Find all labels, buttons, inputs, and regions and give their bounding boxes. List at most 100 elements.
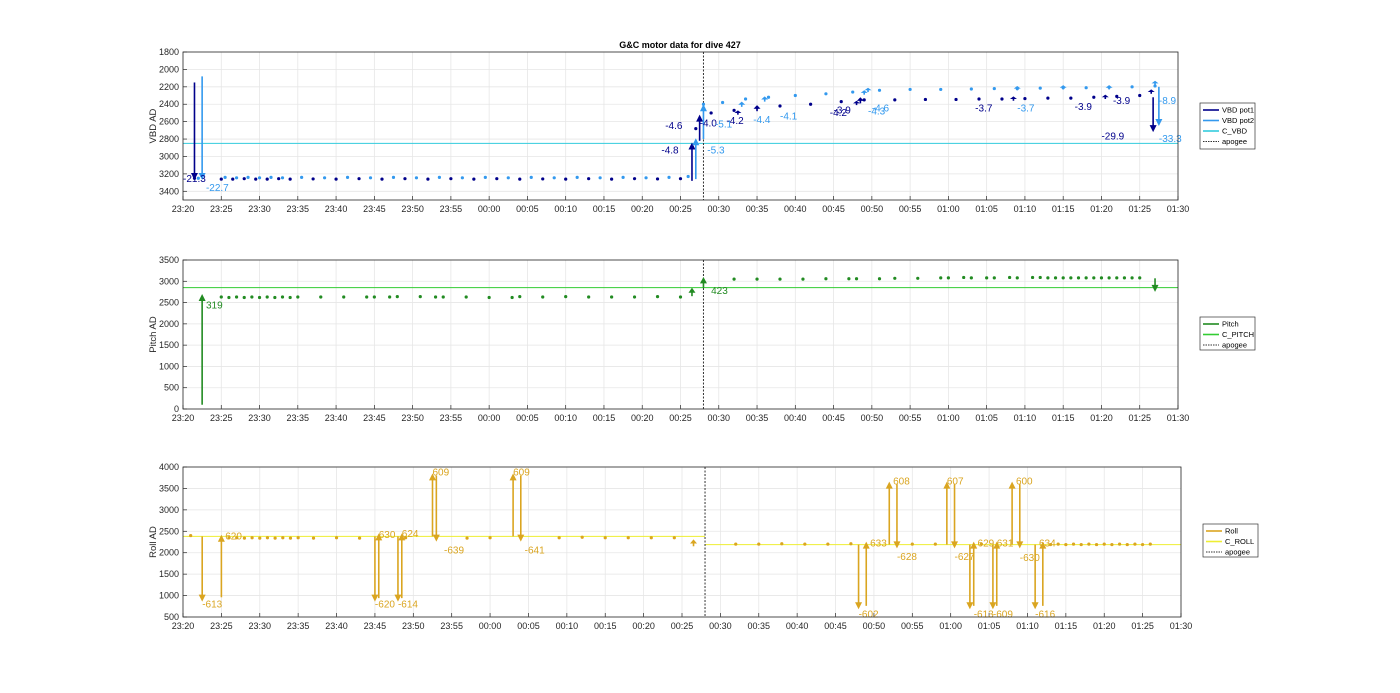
data-point — [969, 276, 973, 280]
move-arrow-head — [1039, 541, 1047, 549]
move-arrow-head — [860, 90, 868, 93]
data-point — [219, 177, 223, 181]
legend-label: apogee — [1222, 341, 1247, 350]
data-point — [854, 277, 859, 281]
x-tick-label: 00:25 — [669, 413, 692, 423]
move-arrow-head — [989, 602, 997, 610]
data-point — [357, 177, 361, 181]
y-tick-label: 3500 — [159, 483, 179, 493]
x-tick-label: 00:25 — [671, 621, 694, 631]
data-point — [242, 295, 246, 300]
data-point — [979, 542, 984, 546]
y-tick-label: 2500 — [159, 526, 179, 536]
data-point — [946, 276, 950, 280]
data-point — [780, 542, 784, 546]
x-tick-label: 23:40 — [325, 621, 348, 631]
y-tick-label: 500 — [164, 383, 179, 393]
data-point — [404, 536, 408, 540]
data-point — [877, 88, 882, 92]
move-arrow-head — [432, 534, 440, 542]
annotation-label: -628 — [897, 552, 917, 563]
move-arrow-head — [966, 602, 974, 610]
annotation-label: 624 — [402, 529, 419, 540]
x-tick-label: 00:20 — [632, 621, 655, 631]
data-point — [488, 536, 492, 540]
data-point — [667, 175, 671, 179]
data-point — [743, 97, 748, 101]
annotation-label: -4.2 — [726, 116, 744, 127]
y-tick-label: 3400 — [159, 186, 179, 196]
annotation-label: -613 — [202, 599, 222, 610]
x-tick-label: 01:25 — [1128, 413, 1151, 423]
data-point — [1138, 93, 1142, 98]
x-tick-label: 00:20 — [631, 413, 654, 423]
y-tick-label: 3200 — [159, 169, 179, 179]
annotation-label: -3.7 — [975, 104, 993, 115]
data-point — [246, 175, 250, 179]
x-tick-label: 23:45 — [364, 621, 387, 631]
data-point — [280, 176, 285, 180]
data-point — [992, 276, 996, 280]
data-point — [254, 177, 258, 181]
annotation-label: 609 — [433, 467, 450, 478]
move-arrow-head — [398, 533, 406, 541]
y-axis-label: Roll AD — [148, 526, 159, 558]
annotation-label: -4.1 — [780, 112, 798, 123]
data-point — [809, 102, 813, 106]
x-tick-label: 23:30 — [248, 413, 271, 423]
x-tick-label: 00:35 — [746, 413, 769, 423]
data-point — [847, 277, 851, 281]
y-tick-label: 0 — [174, 404, 179, 414]
move-arrow-head — [1155, 119, 1163, 126]
x-tick-label: 00:10 — [556, 621, 579, 631]
x-tick-label: 01:00 — [937, 413, 960, 423]
move-arrow-head — [761, 96, 769, 100]
data-point — [342, 295, 346, 299]
data-point — [296, 536, 300, 540]
y-tick-label: 1500 — [159, 340, 179, 350]
y-tick-label: 2400 — [159, 99, 179, 109]
x-tick-label: 23:30 — [249, 621, 272, 631]
data-point — [910, 542, 914, 546]
data-point — [732, 277, 736, 281]
x-tick-label: 23:45 — [363, 204, 386, 214]
data-point — [1038, 275, 1042, 280]
data-point — [587, 177, 591, 181]
x-tick-label: 00:30 — [709, 621, 732, 631]
move-arrow-head — [1151, 80, 1159, 84]
move-arrow-head — [429, 473, 436, 481]
data-point — [258, 536, 262, 540]
data-point — [598, 176, 602, 180]
data-point — [1115, 276, 1119, 280]
x-tick-label: 00:45 — [822, 204, 845, 214]
data-point — [296, 295, 300, 299]
data-point — [300, 175, 304, 179]
data-point — [1064, 542, 1068, 547]
annotation-label: -22.7 — [206, 183, 229, 194]
data-point — [1061, 276, 1065, 280]
data-point — [234, 176, 239, 180]
x-tick-label: 01:05 — [975, 204, 998, 214]
annotation-label: -4.8 — [661, 146, 679, 157]
x-tick-label: 23:30 — [248, 204, 271, 214]
data-point — [1110, 542, 1114, 547]
data-point — [368, 176, 373, 180]
x-tick-label: 00:15 — [593, 413, 616, 423]
data-point — [277, 177, 281, 181]
annotation-label: -29.9 — [1101, 132, 1124, 143]
x-tick-label: 23:25 — [210, 204, 233, 214]
data-point — [1023, 96, 1027, 101]
move-arrow-head — [1008, 481, 1016, 489]
legend-label: apogee — [1225, 548, 1250, 557]
data-point — [322, 176, 327, 180]
x-tick-label: 23:25 — [210, 413, 233, 423]
data-point — [257, 176, 262, 180]
data-point — [621, 175, 625, 179]
data-point — [265, 295, 269, 299]
data-point — [223, 175, 227, 179]
data-point — [862, 98, 866, 102]
move-arrow-head — [394, 594, 402, 602]
data-point — [755, 277, 759, 281]
data-point — [1125, 542, 1129, 547]
